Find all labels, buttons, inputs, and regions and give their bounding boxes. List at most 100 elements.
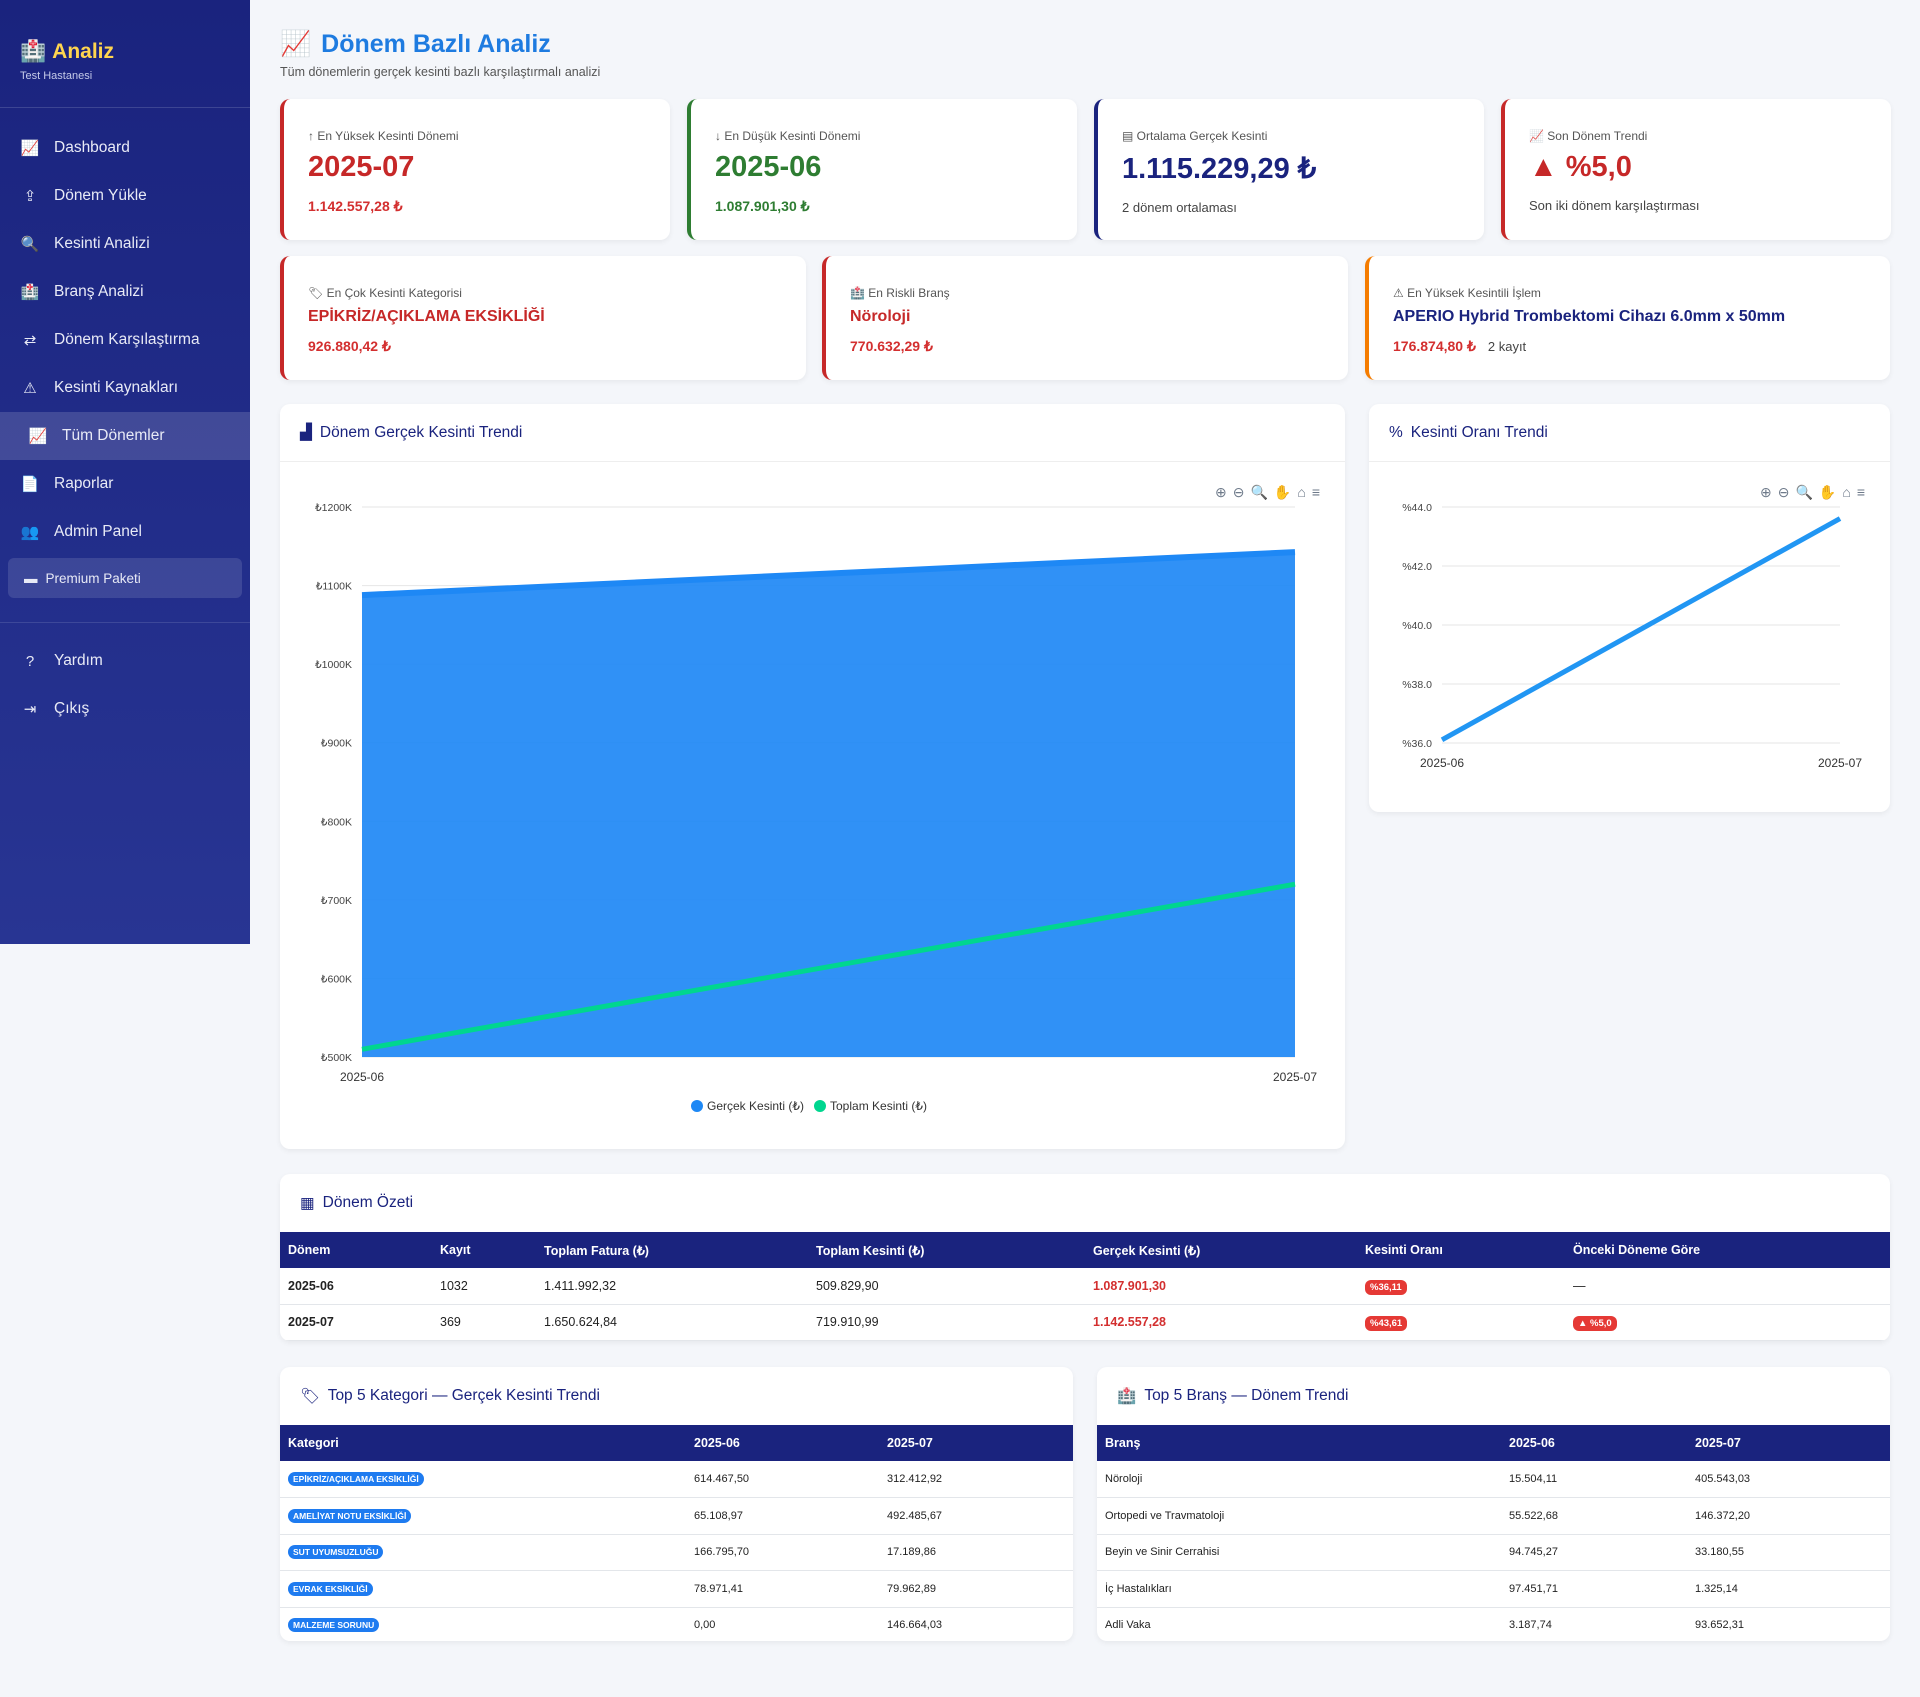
highlight-value: EPİKRİZ/AÇIKLAMA EKSİKLİĞİ <box>308 308 545 325</box>
highlight-amount: 770.632,29 ₺ <box>850 338 933 354</box>
premium-label: Premium Paketi <box>45 570 141 586</box>
pdf-icon: 📄 <box>20 476 40 493</box>
sidebar-item-0[interactable]: 📈 Dashboard <box>0 124 250 172</box>
table-cell: EVRAK EKSİKLİĞİ <box>280 1570 686 1608</box>
table-cell: 94.745,27 <box>1501 1534 1687 1571</box>
column-header: Branş <box>1097 1425 1501 1461</box>
table-row: Beyin ve Sinir Cerrahisi 94.745,27 33.180,… <box>1097 1534 1890 1571</box>
kpi-icon: 📈 <box>1529 129 1548 143</box>
sidebar-item-8[interactable]: 👥 Admin Panel <box>0 508 250 556</box>
highlight-icon: 🏷 <box>308 286 327 300</box>
legend-marker <box>814 1100 826 1112</box>
highlight-label-text: En Çok Kesinti Kategorisi <box>326 286 462 300</box>
table-cell: 369 <box>432 1304 536 1341</box>
sidebar-item-1[interactable]: ⇪ Dönem Yükle <box>0 172 250 220</box>
hospital-icon: 🏥 <box>20 40 47 63</box>
kpi-note: 2 dönem ortalaması <box>1122 200 1237 215</box>
logout-icon: ⇥ <box>23 701 37 718</box>
legend-label[interactable]: Gerçek Kesinti (₺) <box>707 1099 804 1113</box>
y-tick-label: %44.0 <box>1402 502 1432 514</box>
change-badge: ▲ %5,0 <box>1573 1316 1617 1331</box>
sidebar: 🏥 Analiz Test Hastanesi 📈 Dashboard ⇪ Dönem … <box>0 0 250 944</box>
divider <box>0 622 250 623</box>
sidebar-item-7[interactable]: 📄 Raporlar <box>0 460 250 508</box>
highlight-amount-row: 770.632,29 ₺ <box>850 338 1324 355</box>
card-title: Top 5 Branş — Dönem Trendi <box>1144 1387 1349 1404</box>
brand: 🏥 Analiz Test Hastanesi <box>0 0 250 108</box>
table-cell: MALZEME SORUNU <box>280 1607 686 1641</box>
table-cell: 312.412,92 <box>879 1461 1073 1498</box>
table-cell: 719.910,99 <box>808 1304 1085 1341</box>
sidebar-item-5[interactable]: ⚠ Kesinti Kaynakları <box>0 364 250 412</box>
table-cell: 15.504,11 <box>1501 1461 1687 1498</box>
table-cell: 146.372,20 <box>1687 1497 1890 1535</box>
area-chart-icon: ▟ <box>300 424 312 441</box>
table-cell: 614.467,50 <box>686 1461 879 1498</box>
sidebar-item-label: Dönem Yükle <box>54 187 147 204</box>
column-header: Toplam Kesinti (₺) <box>808 1232 1085 1268</box>
zoom-out-icon[interactable]: ⊖ <box>1232 484 1245 500</box>
kpi-label-text: Ortalama Gerçek Kesinti <box>1136 129 1268 143</box>
table-cell: ▲ %5,0 <box>1565 1304 1890 1341</box>
kpi-label: ↓ En Düşük Kesinti Dönemi <box>715 129 1053 143</box>
top-branches-table: Branş 2025-06 2025-07 Nöroloji 15.504,11 405.… <box>1097 1425 1890 1641</box>
table-cell: 1.411.992,32 <box>536 1268 808 1305</box>
column-header: Gerçek Kesinti (₺) <box>1085 1232 1357 1268</box>
legend-label[interactable]: Toplam Kesinti (₺) <box>830 1099 927 1113</box>
table-row: 2025-06 1032 1.411.992,32 509.829,90 1.087.9… <box>280 1268 1890 1305</box>
chart-line-icon: 📈 <box>280 30 312 58</box>
column-header: Toplam Fatura (₺) <box>536 1232 808 1268</box>
sidebar-item-6[interactable]: 📈 Tüm Dönemler <box>0 412 250 460</box>
column-header: Dönem <box>280 1232 432 1268</box>
sidebar-item-help[interactable]: ? Yardım <box>0 637 250 685</box>
zoom-in-icon[interactable]: ⊕ <box>1760 484 1772 500</box>
kpi-value: 2025-07 <box>308 151 415 183</box>
premium-package-button[interactable]: ▬ Premium Paketi <box>8 558 242 598</box>
table-row: İç Hastalıkları 97.451,71 1.325,14 <box>1097 1570 1890 1608</box>
highlight-value: Nöroloji <box>850 308 911 325</box>
kpi-label-text: En Yüksek Kesinti Dönemi <box>317 129 459 143</box>
line-chart: %44.0 %42.0 %40.0 %38.0 %36.0 2025-06 2025-07 <box>1402 502 1862 770</box>
selection-zoom-icon[interactable]: 🔍 <box>1795 484 1813 500</box>
highlight-label-text: En Riskli Branş <box>868 286 950 300</box>
reset-home-icon[interactable]: ⌂ <box>1842 484 1851 500</box>
category-badge: MALZEME SORUNU <box>288 1618 380 1633</box>
zoom-in-icon[interactable]: ⊕ <box>1215 484 1227 500</box>
tags-icon: 🏷 <box>300 1387 320 1405</box>
highlight-amount-row: 926.880,42 ₺ <box>308 338 782 355</box>
x-tick-label: 2025-07 <box>1818 756 1862 770</box>
chart-title: Dönem Gerçek Kesinti Trendi <box>319 423 523 441</box>
y-tick-label: ₺1200K <box>315 502 352 514</box>
y-tick-label: ₺700K <box>321 895 352 907</box>
warning-icon: ⚠ <box>23 380 37 397</box>
table-row: Ortopedi ve Travmatoloji 55.522,68 146.372… <box>1097 1497 1890 1535</box>
pan-icon[interactable]: ✋ <box>1273 484 1292 500</box>
table-cell: 1032 <box>432 1268 536 1305</box>
y-tick-label: ₺900K <box>321 738 352 750</box>
sidebar-item-logout[interactable]: ⇥ Çıkış <box>0 685 250 733</box>
top-brans-card: 🏥 Top 5 Branş — Dönem Trendi Branş 2025-06… <box>1097 1367 1890 1641</box>
table-cell: 492.485,67 <box>879 1497 1073 1535</box>
sidebar-item-label: Branş Analizi <box>54 283 144 300</box>
table-cell: 0,00 <box>686 1607 879 1641</box>
sidebar-item-4[interactable]: ⇄ Dönem Karşılaştırma <box>0 316 250 364</box>
table-cell: 55.522,68 <box>1501 1497 1687 1535</box>
zoom-out-icon[interactable]: ⊖ <box>1777 484 1790 500</box>
kpi-icon: ↑ <box>308 129 318 143</box>
column-header: Kayıt <box>432 1232 536 1268</box>
sidebar-item-2[interactable]: 🔍 Kesinti Analizi <box>0 220 250 268</box>
help-label: Yardım <box>54 652 103 669</box>
reset-home-icon[interactable]: ⌂ <box>1297 484 1306 500</box>
highlight-label: 🏷 En Çok Kesinti Kategorisi <box>308 286 782 300</box>
selection-zoom-icon[interactable]: 🔍 <box>1250 484 1268 500</box>
kpi-card: 📈 Son Dönem Trendi ▲ %5,0 Son iki dönem ka… <box>1501 99 1891 240</box>
y-tick-label: ₺1000K <box>315 659 352 671</box>
category-badge: AMELİYAT NOTU EKSİKLİĞİ <box>288 1508 412 1523</box>
menu-icon[interactable]: ≡ <box>1856 484 1865 500</box>
highlight-icon: ⚠ <box>1393 286 1408 300</box>
pan-icon[interactable]: ✋ <box>1818 484 1837 500</box>
menu-icon[interactable]: ≡ <box>1311 484 1320 500</box>
kpi-label-text: En Düşük Kesinti Dönemi <box>724 129 861 143</box>
sidebar-item-3[interactable]: 🏥 Branş Analizi <box>0 268 250 316</box>
table-icon: ▦ <box>300 1194 315 1212</box>
